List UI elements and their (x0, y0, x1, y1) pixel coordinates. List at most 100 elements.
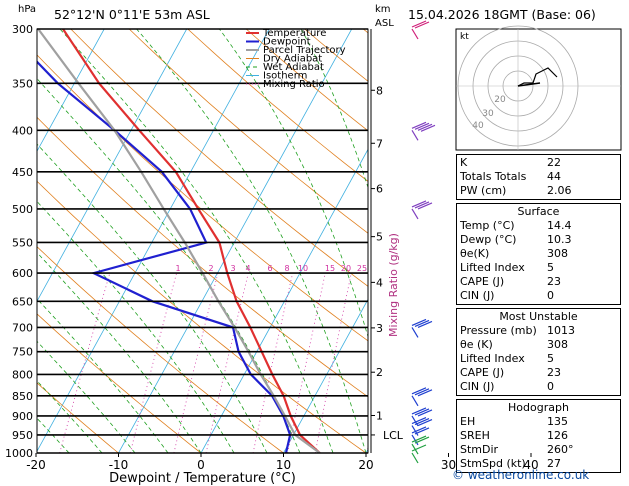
mu-value: 1013 (547, 324, 575, 337)
surface-value: 14.4 (547, 219, 572, 232)
isotherm-line (200, 148, 368, 453)
wind-barb-staff (411, 425, 419, 436)
mu-label: Pressure (mb) (460, 324, 537, 337)
wind-barb-flag (417, 389, 433, 397)
hpa-label: hPa (18, 4, 36, 15)
wind-barb-flag (414, 122, 430, 130)
tt-row: Totals Totals 44 (460, 170, 617, 184)
surface-row: θe(K) 308 (460, 247, 617, 261)
x-tick-label: 40 (523, 458, 538, 472)
surface-box: Surface Temp (°C) 14.4 Dewp (°C) 10.3 θe(K) 3… (456, 203, 621, 305)
mu-value: 0 (547, 380, 554, 393)
surface-label: Lifted Index (460, 261, 525, 274)
mixing-ratio-tick-label: 15 (325, 264, 335, 273)
tt-value: 44 (547, 170, 561, 183)
km-tick-label: 7 (376, 137, 383, 150)
mu-value: 308 (547, 338, 568, 351)
mu-label: Lifted Index (460, 352, 525, 365)
wind-barb-flag (414, 436, 430, 444)
km-tick-label: 6 (376, 183, 383, 196)
wind-barb-flag (411, 407, 427, 415)
plot-frame (36, 28, 369, 454)
mixing-ratio-line (129, 272, 177, 453)
wind-barb-flag (417, 320, 433, 328)
wind-barb-flag (414, 21, 430, 29)
footer-credit[interactable]: © weatheronline.co.uk (452, 468, 590, 482)
dry-adiabat-line (37, 246, 284, 453)
wind-barb-staff (411, 327, 419, 338)
mixing-ratio-tick-label: 20 (341, 264, 351, 273)
pressure-tick-label: 300 (12, 23, 33, 36)
pressure-tick-label: 700 (12, 321, 33, 334)
mixing-ratio-tick-label: 25 (357, 264, 367, 273)
wind-barb-flag (417, 202, 433, 210)
surface-row: Lifted Index 5 (460, 261, 617, 275)
km-tick-label: LCL (383, 429, 404, 442)
x-tick-label: -10 (109, 458, 129, 472)
hodo-label: StmSpd (kt) (460, 457, 526, 470)
isotherm-line (283, 298, 368, 453)
wind-barb-flag (414, 201, 430, 209)
wet-adiabat-line (37, 78, 301, 453)
mu-box: Most Unstable Pressure (mb) 1013 θe (K) 308… (456, 308, 621, 396)
wind-barb-flag (411, 435, 427, 443)
hodo-value: 135 (547, 415, 568, 428)
dewpoint-series (37, 60, 292, 453)
mixing-ratio-line (205, 273, 249, 453)
mixing-ratio-tick-label: 10 (298, 264, 308, 273)
hodo-value: 126 (547, 429, 568, 442)
mixing-ratio-tick-label: 3 (230, 264, 235, 273)
km-tick-label: 5 (376, 231, 383, 244)
hodo-row: EH 135 (460, 415, 617, 429)
hodo-title: Hodograph (508, 401, 569, 414)
wet-adiabat-line (300, 29, 368, 189)
wind-barb-flag (420, 124, 436, 132)
wind-barb-flag (414, 319, 430, 327)
stats-panel: K 22 Totals Totals 44 PW (cm) 2.06 Surface … (456, 154, 621, 476)
km-tick-label: 1 (376, 410, 383, 423)
indices-box: K 22 Totals Totals 44 PW (cm) 2.06 (456, 154, 621, 200)
km-tick-label: 3 (376, 322, 383, 335)
pressure-tick-label: 450 (12, 166, 33, 179)
wind-barb-flag (411, 416, 427, 425)
wind-barb-flag (417, 409, 433, 417)
hodograph-frame (455, 28, 622, 151)
asl-label: ASL (375, 18, 394, 29)
temperature-series (62, 29, 321, 453)
mixing-ratio-line (59, 272, 111, 453)
legend-label: Dry Adiabat (263, 54, 322, 65)
mu-row: CAPE (J) 23 (460, 366, 617, 380)
surface-row: CIN (J) 0 (460, 289, 617, 303)
mixing-ratio-tick-label: 6 (267, 264, 272, 273)
isotherm-line (37, 29, 105, 153)
location-label: 52°12'N 0°11'E 53m ASL (54, 7, 210, 22)
surface-label: θe(K) (460, 247, 490, 260)
mixing-ratio-line (173, 273, 219, 453)
pressure-tick-label: 650 (12, 295, 33, 308)
storm-motion-arrow (517, 82, 541, 87)
surface-value: 10.3 (547, 233, 572, 246)
legend-label: Temperature (262, 28, 326, 39)
hodograph-ring-label: 20 (494, 95, 506, 105)
pressure-tick-label: 950 (12, 429, 33, 442)
legend-label: Parcel Trajectory (263, 45, 346, 56)
mu-row: Lifted Index 5 (460, 352, 617, 366)
pressure-tick-label: 600 (12, 267, 33, 280)
pressure-tick-label: 350 (12, 77, 33, 90)
mu-value: 5 (547, 352, 554, 365)
x-tick-label: 10 (276, 458, 291, 472)
wind-barb-flag (411, 318, 427, 326)
surface-label: Temp (°C) (460, 219, 515, 232)
hodo-value: 260° (547, 443, 574, 456)
hodo-label: EH (460, 415, 476, 428)
wet-adiabat-line (37, 417, 70, 453)
parcel-trajectory-series (37, 29, 321, 453)
surface-value: 5 (547, 261, 554, 274)
mu-row: Pressure (mb) 1013 (460, 324, 617, 338)
mu-row: θe (K) 308 (460, 338, 617, 352)
isotherm-line (37, 29, 188, 303)
surface-label: CAPE (J) (460, 275, 505, 288)
wind-barb-flag (411, 200, 427, 208)
mu-label: θe (K) (460, 338, 493, 351)
km-label: km (375, 4, 391, 15)
